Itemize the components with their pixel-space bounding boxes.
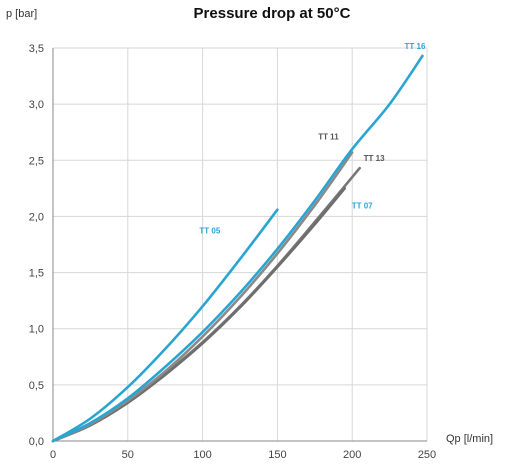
y-tick-label: 3,5 <box>29 43 44 55</box>
series-line-tt-05 <box>51 208 279 443</box>
y-tick-label: 2,5 <box>29 155 44 167</box>
series-line-tt-16 <box>51 54 424 443</box>
tick-labels: 0 50 100 150 200 250 0,0 0,5 1,0 1,5 2,0 2,5 3,0 3,5 <box>29 43 436 461</box>
x-tick-label: 150 <box>268 449 286 461</box>
series-label-tt-11: TT 11 <box>318 132 339 141</box>
series-label-tt-13: TT 13 <box>364 154 385 163</box>
x-tick-label: 0 <box>50 449 56 461</box>
series-line-tt-13 <box>51 166 361 443</box>
x-axis-label: Qp [l/min] <box>446 433 493 445</box>
y-tick-label: 0,5 <box>29 380 44 392</box>
x-tick-label: 200 <box>343 449 361 461</box>
series-label-tt-07: TT 07 <box>352 201 373 210</box>
axes <box>52 48 427 442</box>
series-label-tt-05: TT 05 <box>199 227 220 236</box>
series-label-tt-16: TT 16 <box>405 42 426 51</box>
series-labels: TT 11 TT 13 TT 16 TT 07 TT 05 <box>199 42 426 236</box>
y-axis-label: p [bar] <box>6 8 37 20</box>
series-lines <box>51 54 424 443</box>
y-tick-label: 2,0 <box>29 211 44 223</box>
y-tick-label: 1,5 <box>29 268 44 280</box>
x-tick-label: 100 <box>193 449 211 461</box>
grid <box>53 47 428 441</box>
y-tick-label: 1,0 <box>29 324 44 336</box>
x-tick-label: 50 <box>122 449 134 461</box>
chart-title: Pressure drop at 50°C <box>194 5 351 22</box>
x-tick-label: 250 <box>418 449 436 461</box>
y-tick-label: 3,0 <box>29 99 44 111</box>
y-tick-label: 0,0 <box>29 436 44 448</box>
